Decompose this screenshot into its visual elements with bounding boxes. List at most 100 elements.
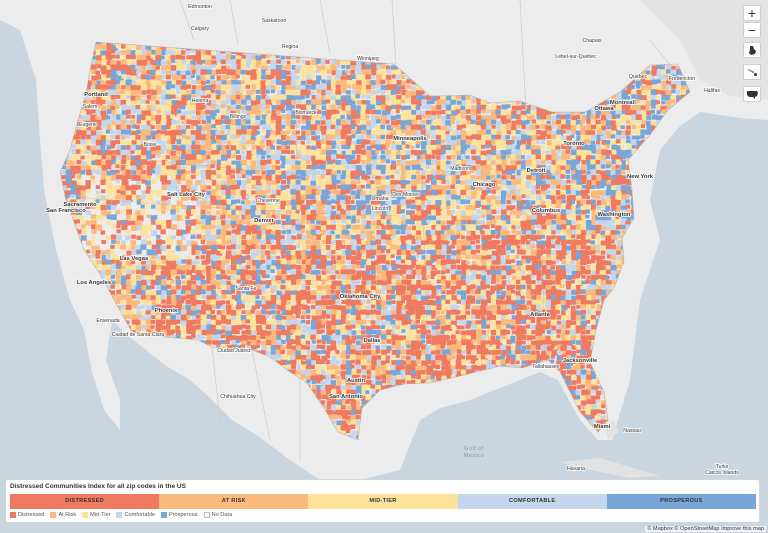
zip-cell xyxy=(91,179,96,184)
zip-cell xyxy=(351,114,357,120)
zip-cell xyxy=(551,130,557,135)
zip-cell xyxy=(295,224,303,231)
zip-cell xyxy=(105,185,113,192)
zip-cell xyxy=(130,155,138,162)
zip-cell xyxy=(450,190,457,196)
zip-cell xyxy=(645,120,653,127)
zip-cell xyxy=(401,139,409,146)
zip-cell xyxy=(435,135,441,140)
zip-cell xyxy=(640,105,648,112)
zip-cell xyxy=(281,170,286,175)
zip-cell xyxy=(85,115,93,122)
zip-cell xyxy=(186,80,192,85)
zip-cell xyxy=(351,150,357,155)
zip-cell xyxy=(550,179,557,186)
zip-cell xyxy=(125,235,131,241)
zip-cell xyxy=(621,139,626,144)
zip-cell xyxy=(371,210,376,215)
zip-cell xyxy=(346,74,353,81)
zip-cell xyxy=(496,215,501,220)
zip-cell xyxy=(316,89,321,94)
zip-cell xyxy=(260,140,265,145)
zip-cell xyxy=(410,204,417,210)
zip-cell xyxy=(330,215,336,221)
zip-cell xyxy=(326,75,333,81)
zip-cell xyxy=(520,114,526,119)
zip-cell xyxy=(325,95,333,102)
zip-cell xyxy=(330,224,337,230)
zip-cell xyxy=(606,150,612,156)
zip-cell xyxy=(191,205,196,210)
zip-cell xyxy=(190,74,195,78)
zip-cell xyxy=(425,154,432,160)
zip-cell xyxy=(155,205,163,212)
zip-cell xyxy=(570,125,577,131)
zip-cell xyxy=(545,184,551,189)
zip-cell xyxy=(535,140,540,145)
zip-cell xyxy=(265,99,273,106)
zip-cell xyxy=(231,69,238,76)
zip-cell xyxy=(105,129,111,134)
zip-cell xyxy=(66,180,73,186)
zip-cell xyxy=(340,214,348,221)
zip-cell xyxy=(616,104,623,111)
zip-cell xyxy=(291,235,297,240)
zip-cell xyxy=(521,160,529,167)
zip-cell xyxy=(240,69,246,75)
zip-cell xyxy=(130,160,137,167)
zip-cell xyxy=(525,170,531,175)
zip-cell xyxy=(390,144,398,151)
zip-cell xyxy=(180,50,186,55)
zip-cell xyxy=(176,135,181,140)
zip-cell xyxy=(410,85,416,91)
zip-cell xyxy=(131,135,138,141)
zip-cell xyxy=(590,164,597,170)
zip-cell xyxy=(436,179,442,185)
zip-cell xyxy=(230,220,237,226)
zip-cell xyxy=(606,195,611,200)
zip-cell xyxy=(491,100,498,107)
zip-cell xyxy=(336,170,341,174)
zip-cell xyxy=(311,59,319,66)
zip-cell xyxy=(325,179,332,185)
zip-cell xyxy=(365,60,372,66)
zip-cell xyxy=(185,144,192,151)
zip-cell xyxy=(76,199,82,205)
zip-cell xyxy=(331,99,336,104)
zip-cell xyxy=(156,145,163,151)
zip-cell xyxy=(175,89,182,95)
zip-cell xyxy=(81,100,87,106)
zip-cell xyxy=(500,150,507,156)
zip-cell xyxy=(436,210,442,216)
zip-cell xyxy=(375,175,383,182)
zip-cell xyxy=(150,169,156,174)
zip-cell xyxy=(556,185,561,189)
zip-cell xyxy=(196,164,201,169)
zip-cell xyxy=(311,175,318,182)
zip-cell xyxy=(611,144,617,150)
zip-cell xyxy=(436,205,443,211)
zip-cell xyxy=(511,195,518,201)
zip-cell xyxy=(435,100,443,106)
zip-cell xyxy=(625,185,631,191)
zip-cell xyxy=(91,139,97,145)
zip-cell xyxy=(86,139,92,144)
zip-cell xyxy=(266,145,272,151)
zip-cell xyxy=(481,115,488,121)
zip-cell xyxy=(161,210,166,215)
zip-cell xyxy=(166,205,172,211)
zip-cell xyxy=(141,134,149,141)
zip-cell xyxy=(130,50,137,56)
zip-cell xyxy=(390,129,398,137)
zip-cell xyxy=(501,100,507,105)
zip-cell xyxy=(370,134,376,140)
zip-cell xyxy=(386,124,394,131)
zip-cell xyxy=(486,149,492,155)
zip-cell xyxy=(431,204,438,211)
zip-cell xyxy=(261,210,267,215)
zip-cell xyxy=(360,149,367,155)
zip-cell xyxy=(571,209,576,214)
zip-cell xyxy=(86,165,94,172)
zip-cell xyxy=(486,230,494,236)
